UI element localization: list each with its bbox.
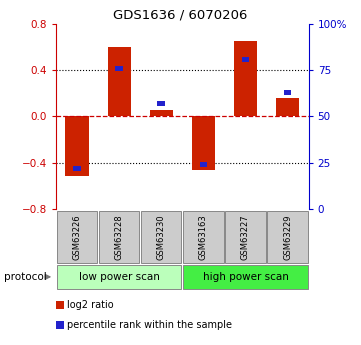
FancyBboxPatch shape bbox=[225, 211, 266, 263]
Text: GSM63163: GSM63163 bbox=[199, 214, 208, 260]
Text: log2 ratio: log2 ratio bbox=[67, 300, 113, 310]
Text: GSM63229: GSM63229 bbox=[283, 215, 292, 260]
Text: protocol: protocol bbox=[4, 272, 46, 282]
Bar bbox=[157, 101, 165, 106]
FancyBboxPatch shape bbox=[57, 265, 182, 288]
Bar bbox=[115, 66, 123, 71]
Bar bbox=[73, 166, 81, 171]
Text: GSM63230: GSM63230 bbox=[157, 214, 166, 260]
Text: GSM63228: GSM63228 bbox=[115, 214, 123, 260]
Text: GDS1636 / 6070206: GDS1636 / 6070206 bbox=[113, 9, 248, 22]
Text: low power scan: low power scan bbox=[79, 272, 160, 282]
Bar bbox=[234, 41, 257, 117]
Bar bbox=[200, 162, 207, 167]
Bar bbox=[284, 90, 291, 95]
FancyBboxPatch shape bbox=[183, 211, 223, 263]
Text: GSM63227: GSM63227 bbox=[241, 214, 250, 260]
FancyBboxPatch shape bbox=[141, 211, 182, 263]
Bar bbox=[108, 47, 131, 117]
FancyBboxPatch shape bbox=[57, 211, 97, 263]
Text: percentile rank within the sample: percentile rank within the sample bbox=[67, 321, 232, 330]
Bar bbox=[192, 117, 215, 169]
FancyBboxPatch shape bbox=[99, 211, 139, 263]
FancyBboxPatch shape bbox=[268, 211, 308, 263]
Bar bbox=[150, 109, 173, 117]
FancyBboxPatch shape bbox=[183, 265, 308, 288]
Text: high power scan: high power scan bbox=[203, 272, 288, 282]
Bar bbox=[242, 57, 249, 62]
Bar bbox=[65, 117, 88, 176]
Bar bbox=[276, 98, 299, 117]
Text: GSM63226: GSM63226 bbox=[73, 214, 82, 260]
